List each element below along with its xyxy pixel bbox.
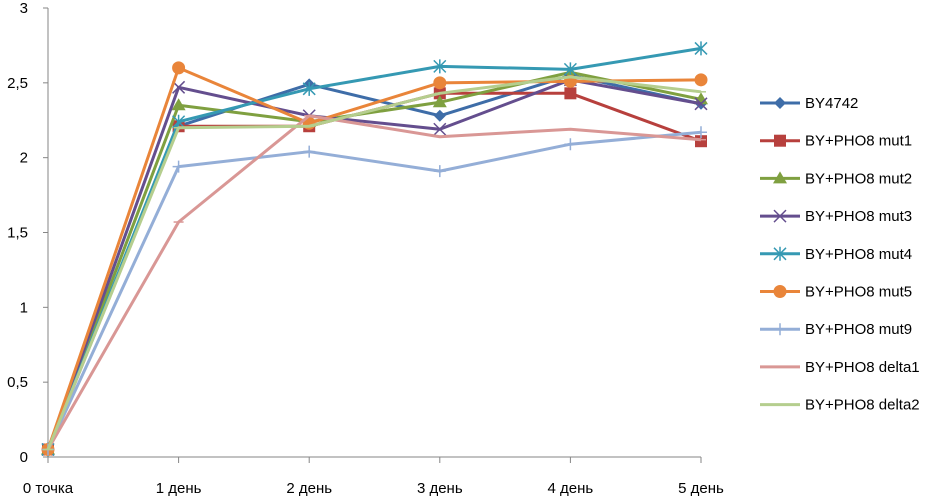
series-line-by-pho8-mut1 (46, 91, 702, 451)
data-point-by-pho8-mut9 (172, 160, 185, 173)
legend-entry-by-pho8-mut2: BY+PHO8 mut2 (760, 170, 912, 187)
data-point-by4742 (433, 109, 446, 122)
y-tick-label: 1 (20, 299, 28, 316)
legend-label: BY4742 (805, 95, 858, 112)
x-tick-label: 3 день (417, 480, 463, 497)
legend-marker (773, 285, 787, 298)
legend-label: BY+PHO8 mut4 (805, 246, 912, 263)
legend-entry-by-pho8-delta2: BY+PHO8 delta2 (760, 397, 920, 414)
data-point-by-pho8-mut1 (564, 87, 577, 100)
legend-label: BY+PHO8 delta1 (805, 359, 920, 376)
series-line-by-pho8-mut9 (46, 130, 702, 451)
data-point-by-pho8-mut2 (171, 98, 186, 111)
legend-entry-by-pho8-mut9: BY+PHO8 mut9 (760, 321, 912, 338)
data-point-by-pho8-mut4 (563, 62, 577, 77)
legend-label: BY+PHO8 mut2 (805, 170, 912, 187)
data-point-by-pho8-mut2 (432, 95, 447, 108)
series-line-by-pho8-mut3 (46, 78, 702, 451)
series-line-by-pho8-mut2 (46, 70, 702, 451)
y-tick-label: 0 (20, 449, 28, 466)
legend-marker (774, 323, 786, 336)
y-tick-label: 2,5 (7, 75, 28, 92)
legend-entry-by-pho8-mut1: BY+PHO8 mut1 (760, 133, 912, 150)
series-line-by-pho8-mut4 (46, 46, 702, 451)
legend-entry-by-pho8-mut5: BY+PHO8 mut5 (760, 284, 912, 301)
legend-entry-by-pho8-delta1: BY+PHO8 delta1 (760, 359, 920, 376)
y-tick-label: 3 (20, 0, 28, 17)
x-tick-label: 2 день (286, 480, 332, 497)
data-point-by-pho8-mut4 (302, 81, 316, 96)
legend-label: BY+PHO8 mut3 (805, 208, 912, 225)
legend-marker (774, 97, 786, 109)
data-point-by-pho8-mut9 (695, 126, 707, 139)
legend-entry-by-pho8-mut4: BY+PHO8 mut4 (760, 246, 912, 263)
data-point-by-pho8-mut3 (433, 122, 447, 136)
series-line-by-pho8-mut5 (46, 66, 702, 451)
legend-label: BY+PHO8 delta2 (805, 397, 920, 414)
data-point-by-pho8-mut5 (433, 76, 447, 90)
x-tick-label: 1 день (156, 480, 202, 497)
legend-marker (773, 171, 787, 184)
data-point-by-pho8-mut4 (433, 59, 447, 74)
data-point-by-pho8-mut9 (303, 145, 316, 158)
data-point-by-pho8-mut3 (694, 97, 708, 111)
x-tick-label: 0 точка (23, 480, 74, 497)
legend-entry-by4742: BY4742 (760, 95, 858, 112)
data-point-by-pho8-mut9 (433, 165, 446, 178)
data-point-by-pho8-mut5 (172, 61, 186, 75)
legend-marker (773, 246, 787, 261)
legend-label: BY+PHO8 mut5 (805, 284, 912, 301)
legend-entry-by-pho8-mut3: BY+PHO8 mut3 (760, 208, 912, 225)
data-point-by-pho8-mut9 (564, 138, 577, 151)
y-tick-label: 2 (20, 150, 28, 167)
x-tick-label: 5 день (678, 480, 724, 497)
legend-marker (774, 134, 786, 147)
x-tick-label: 4 день (548, 480, 594, 497)
series-line-by-pho8-delta1 (46, 114, 702, 451)
legend-label: BY+PHO8 mut9 (805, 321, 912, 338)
legend-label: BY+PHO8 mut1 (805, 133, 912, 150)
data-point-by-pho8-mut5 (694, 73, 708, 87)
y-tick-label: 0,5 (7, 374, 28, 391)
legend-marker (773, 209, 787, 223)
data-point-by-pho8-mut4 (694, 41, 708, 56)
y-tick-label: 1,5 (7, 225, 28, 242)
series-line-by-pho8-delta2 (46, 75, 702, 451)
